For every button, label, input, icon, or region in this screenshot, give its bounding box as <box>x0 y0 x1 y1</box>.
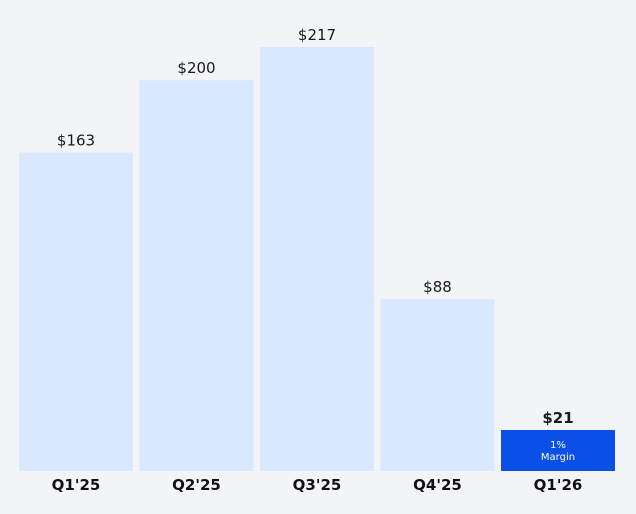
value-labels-group: $163 $200 $217 $88 $21 <box>57 26 574 427</box>
value-label-3: $88 <box>423 278 452 296</box>
bar-3 <box>380 299 495 471</box>
bar-0 <box>19 152 133 471</box>
bar-1 <box>139 80 254 471</box>
bar-4 <box>501 430 615 471</box>
highlight-annotation-group: 1%Margin <box>541 440 575 463</box>
x-tick-label-3: Q4'25 <box>413 476 462 494</box>
value-label-2: $217 <box>298 26 336 44</box>
x-axis-tick-labels: Q1'25 Q2'25 Q3'25 Q4'25 Q1'26 <box>52 476 583 494</box>
value-label-0: $163 <box>57 132 95 150</box>
x-tick-label-2: Q3'25 <box>293 476 342 494</box>
x-tick-label-0: Q1'25 <box>52 476 101 494</box>
highlight-annotation-line-0: 1% <box>550 440 566 451</box>
x-tick-label-4: Q1'26 <box>534 476 583 494</box>
highlight-annotation-line-1: Margin <box>541 452 575 463</box>
value-label-1: $200 <box>177 59 215 77</box>
bar-2 <box>260 47 374 471</box>
x-tick-label-1: Q2'25 <box>172 476 221 494</box>
bars-group <box>19 47 615 471</box>
value-label-4: $21 <box>542 409 573 427</box>
